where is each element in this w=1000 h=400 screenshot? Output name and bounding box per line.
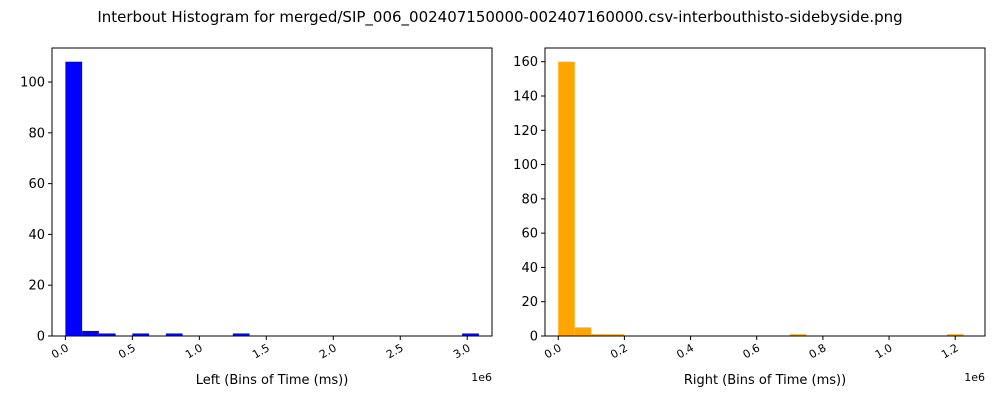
- right-y-tick-label: 20: [521, 295, 538, 310]
- right-y-tick-label: 60: [521, 227, 538, 242]
- left-histogram-bar-5: [232, 333, 250, 336]
- right-x-tick-label: 0.0: [542, 341, 564, 361]
- left-y-tick-label: 80: [28, 126, 45, 141]
- left-x-tick-label: 1.0: [183, 341, 205, 361]
- left-histogram-bar-1: [82, 330, 99, 336]
- right-x-tick-label: 1.2: [939, 341, 961, 361]
- right-x-tick-label: 0.6: [741, 341, 763, 361]
- right-x-tick-label: 0.2: [608, 341, 630, 361]
- right-histogram-bar-5: [946, 334, 964, 336]
- right-x-axis-label: Right (Bins of Time (ms)): [684, 373, 846, 388]
- left-y-tick-label: 60: [28, 177, 45, 192]
- figure-title: Interbout Histogram for merged/SIP_006_0…: [97, 8, 902, 27]
- left-x-tick-label: 2.0: [317, 341, 339, 361]
- right-histogram-bar-1: [574, 327, 592, 336]
- right-axes-frame: [544, 47, 986, 337]
- left-x-tick-label: 1.5: [250, 341, 272, 361]
- right-y-tick-label: 100: [513, 158, 538, 173]
- left-y-tick-label: 40: [28, 228, 45, 243]
- right-y-tick-label: 80: [521, 192, 538, 207]
- left-y-tick-label: 100: [20, 76, 45, 91]
- right-y-tick-label: 160: [513, 55, 538, 70]
- left-y-tick-label: 20: [28, 279, 45, 294]
- left-x-tick-label: 0.0: [49, 341, 71, 361]
- left-histogram-bar-6: [462, 333, 479, 336]
- right-y-tick-label: 40: [521, 261, 538, 276]
- left-x-tick-label: 0.5: [116, 341, 138, 361]
- left-histogram-bar-2: [98, 333, 116, 336]
- left-histogram-bar-0: [65, 61, 83, 336]
- left-y-tick-label: 0: [37, 330, 45, 345]
- left-x-axis-label: Left (Bins of Time (ms)): [196, 373, 349, 388]
- right-histogram-bar-2: [591, 334, 608, 336]
- right-y-tick-label: 140: [513, 90, 538, 105]
- right-x-tick-label: 0.4: [674, 341, 696, 361]
- right-x-tick-label: 0.8: [807, 341, 829, 361]
- left-histogram-bar-3: [132, 333, 150, 336]
- right-x-offset-label: 1e6: [964, 371, 985, 384]
- right-histogram-bar-0: [558, 61, 575, 336]
- left-x-offset-label: 1e6: [471, 371, 492, 384]
- left-histogram-bar-4: [165, 333, 183, 336]
- right-y-tick-label: 0: [530, 330, 538, 345]
- left-x-tick-label: 3.0: [451, 341, 473, 361]
- right-histogram-bar-3: [607, 334, 625, 336]
- left-x-tick-label: 2.5: [384, 341, 406, 361]
- left-axes-frame: [51, 47, 493, 337]
- left-histogram-panel: 0 20 40 60 80 100 0.0 0.5 1.0 1.5 2.0 2.5 3.0 1e6 Left…: [20, 47, 493, 388]
- right-x-tick-label: 1.0: [873, 341, 895, 361]
- right-histogram-panel: 0 20 40 60 80 100 120 140 160 0.0 0.2 0.4 0.6 0.8 1.0 1…: [513, 47, 986, 388]
- right-y-tick-label: 120: [513, 124, 538, 139]
- right-histogram-bar-4: [789, 334, 807, 336]
